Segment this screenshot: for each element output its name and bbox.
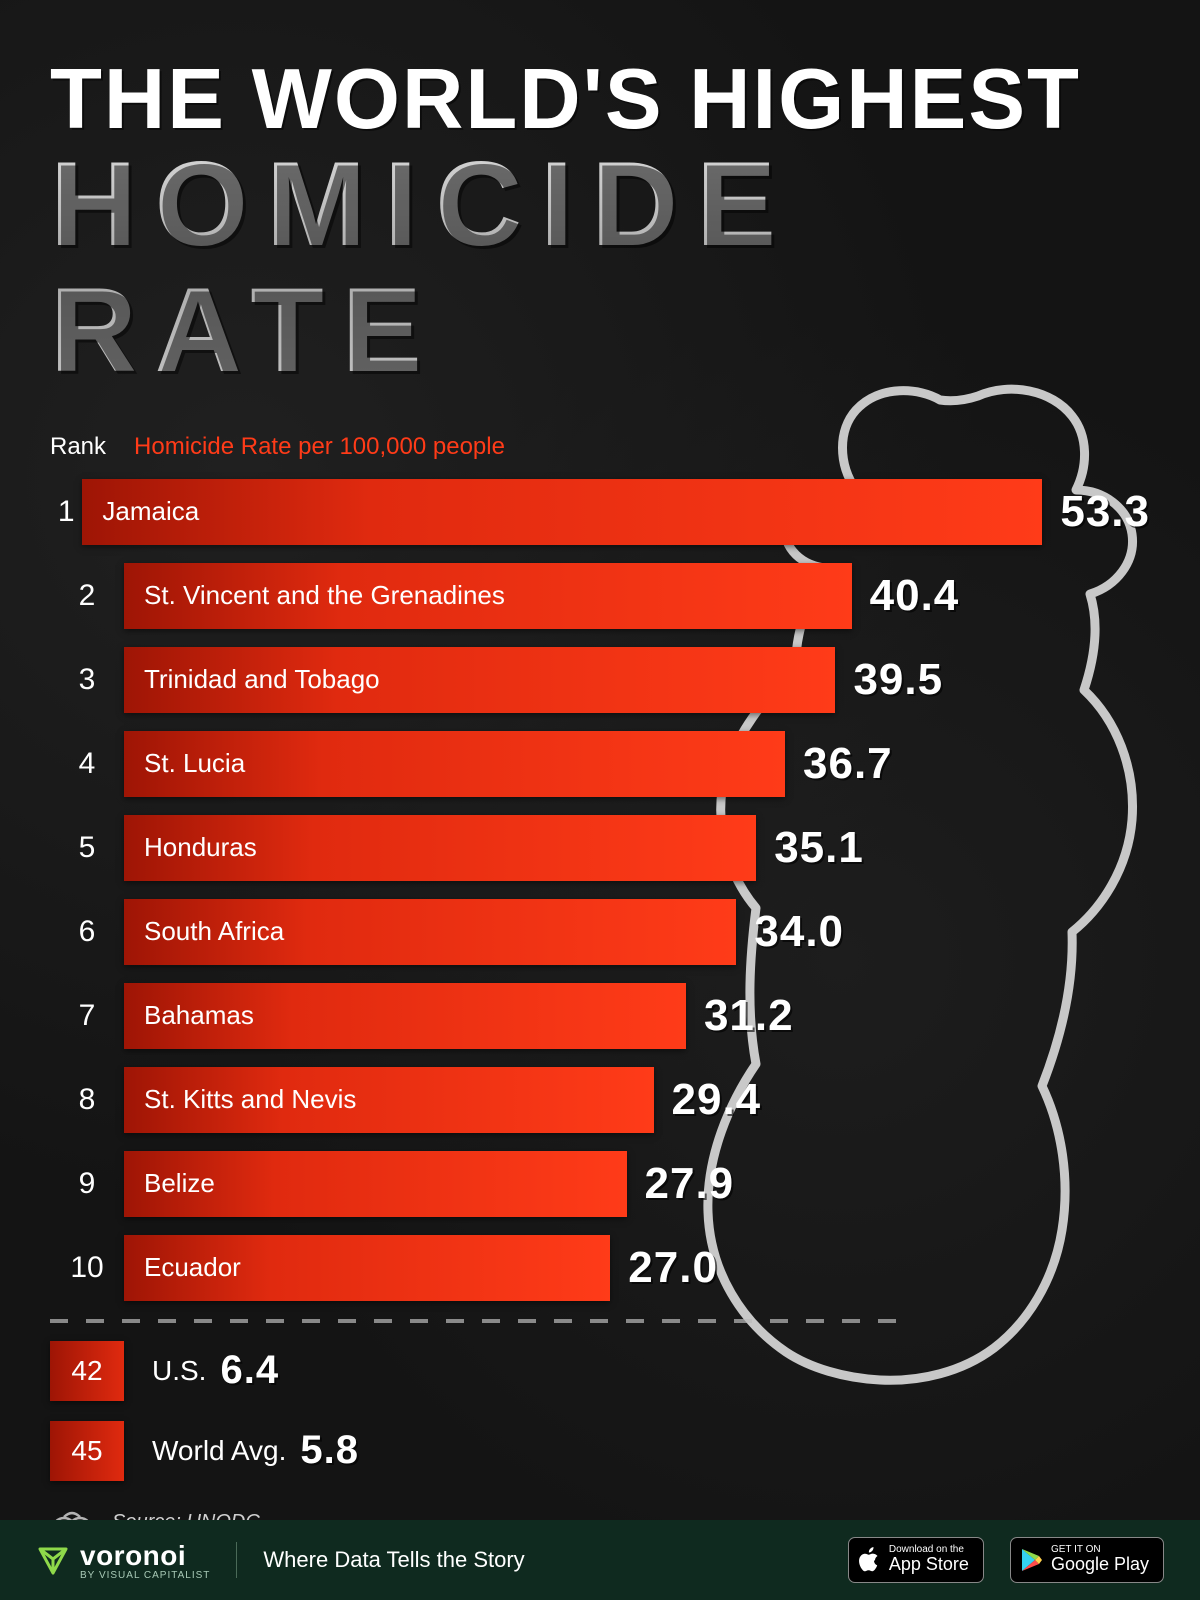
bar-value: 36.7 bbox=[803, 739, 893, 789]
brand-subtitle: BY VISUAL CAPITALIST bbox=[80, 1570, 210, 1581]
bar: St. Lucia bbox=[124, 731, 785, 797]
bar-row: 7Bahamas 31.2 bbox=[50, 983, 1150, 1049]
bar-wrap: Honduras 35.1 bbox=[124, 815, 1150, 881]
footer-tagline: Where Data Tells the Story bbox=[263, 1547, 524, 1573]
bar-value: 53.3 bbox=[1060, 487, 1150, 537]
content-area: THE WORLD'S HIGHEST HOMICIDE RATE Rank H… bbox=[0, 0, 1200, 1557]
bar-value: 31.2 bbox=[704, 991, 794, 1041]
bar-row: 1Jamaica 53.3 bbox=[50, 479, 1150, 545]
rate-header: Homicide Rate per 100,000 people bbox=[134, 433, 505, 461]
bar: Jamaica bbox=[82, 479, 1042, 545]
bar-wrap: Jamaica 53.3 bbox=[82, 479, 1150, 545]
bar-wrap: St. Kitts and Nevis 29.4 bbox=[124, 1067, 1150, 1133]
bar-value: 39.5 bbox=[853, 655, 943, 705]
rank-cell: 9 bbox=[50, 1151, 124, 1217]
bar: South Africa bbox=[124, 899, 736, 965]
rank-cell: 6 bbox=[50, 899, 124, 965]
bar-row: 4St. Lucia 36.7 bbox=[50, 731, 1150, 797]
rank-cell: 4 bbox=[50, 731, 124, 797]
bar: St. Kitts and Nevis bbox=[124, 1067, 654, 1133]
reference-row: 42 U.S. 6.4 bbox=[50, 1341, 1150, 1401]
rank-cell: 3 bbox=[50, 647, 124, 713]
google-play-icon bbox=[1021, 1548, 1043, 1572]
bar-value: 35.1 bbox=[774, 823, 864, 873]
bar: Belize bbox=[124, 1151, 627, 1217]
reference-value: 6.4 bbox=[220, 1348, 279, 1393]
bar-value: 29.4 bbox=[672, 1075, 762, 1125]
app-store-big: App Store bbox=[889, 1555, 969, 1575]
title-line-1: THE WORLD'S HIGHEST bbox=[50, 60, 1150, 141]
bar-value: 27.9 bbox=[645, 1159, 735, 1209]
bar-wrap: St. Vincent and the Grenadines 40.4 bbox=[124, 563, 1150, 629]
title-line-2: HOMICIDE RATE bbox=[50, 141, 1150, 393]
bar: St. Vincent and the Grenadines bbox=[124, 563, 852, 629]
rank-header: Rank bbox=[50, 433, 106, 461]
app-store-badge[interactable]: Download on the App Store bbox=[848, 1537, 984, 1583]
rank-cell: 5 bbox=[50, 815, 124, 881]
rank-cell: 8 bbox=[50, 1067, 124, 1133]
bar-wrap: Bahamas 31.2 bbox=[124, 983, 1150, 1049]
reference-label: World Avg. bbox=[152, 1435, 286, 1467]
rank-cell: 7 bbox=[50, 983, 124, 1049]
bar-row: 6South Africa 34.0 bbox=[50, 899, 1150, 965]
bar-row: 2St. Vincent and the Grenadines 40.4 bbox=[50, 563, 1150, 629]
bar: Bahamas bbox=[124, 983, 686, 1049]
bar-row: 9Belize 27.9 bbox=[50, 1151, 1150, 1217]
google-play-big: Google Play bbox=[1051, 1555, 1149, 1575]
bar-chart: 1Jamaica 53.3 2St. Vincent and the Grenadi… bbox=[50, 479, 1150, 1301]
bar: Ecuador bbox=[124, 1235, 610, 1301]
rank-cell: 10 bbox=[50, 1235, 124, 1301]
google-play-badge[interactable]: GET IT ON Google Play bbox=[1010, 1537, 1164, 1583]
reference-row: 45 World Avg. 5.8 bbox=[50, 1421, 1150, 1481]
bar-row: 8St. Kitts and Nevis 29.4 bbox=[50, 1067, 1150, 1133]
column-headers: Rank Homicide Rate per 100,000 people bbox=[50, 433, 1150, 461]
reference-rows: 42 U.S. 6.4 45 World Avg. 5.8 bbox=[50, 1341, 1150, 1481]
bar-row: 5Honduras 35.1 bbox=[50, 815, 1150, 881]
bar-row: 3Trinidad and Tobago 39.5 bbox=[50, 647, 1150, 713]
rank-cell: 2 bbox=[50, 563, 124, 629]
brand-logo[interactable]: voronoi BY VISUAL CAPITALIST bbox=[36, 1540, 210, 1581]
bar-value: 34.0 bbox=[754, 907, 844, 957]
reference-label: U.S. bbox=[152, 1355, 206, 1387]
bar-wrap: Ecuador 27.0 bbox=[124, 1235, 1150, 1301]
bar-wrap: South Africa 34.0 bbox=[124, 899, 1150, 965]
reference-rank-badge: 42 bbox=[50, 1341, 124, 1401]
reference-value: 5.8 bbox=[300, 1428, 359, 1473]
bar: Honduras bbox=[124, 815, 756, 881]
rank-cell: 1 bbox=[50, 479, 82, 545]
brand-name: voronoi bbox=[80, 1540, 210, 1572]
bar-wrap: Belize 27.9 bbox=[124, 1151, 1150, 1217]
bar-wrap: Trinidad and Tobago 39.5 bbox=[124, 647, 1150, 713]
reference-rank-badge: 45 bbox=[50, 1421, 124, 1481]
dashed-divider bbox=[50, 1319, 910, 1323]
bar: Trinidad and Tobago bbox=[124, 647, 835, 713]
voronoi-logo-icon bbox=[36, 1543, 70, 1577]
bar-value: 27.0 bbox=[628, 1243, 718, 1293]
apple-icon bbox=[859, 1547, 881, 1573]
footer-separator bbox=[236, 1542, 237, 1578]
bar-value: 40.4 bbox=[870, 571, 960, 621]
bar-row: 10Ecuador 27.0 bbox=[50, 1235, 1150, 1301]
footer-bar: voronoi BY VISUAL CAPITALIST Where Data … bbox=[0, 1520, 1200, 1600]
bar-wrap: St. Lucia 36.7 bbox=[124, 731, 1150, 797]
